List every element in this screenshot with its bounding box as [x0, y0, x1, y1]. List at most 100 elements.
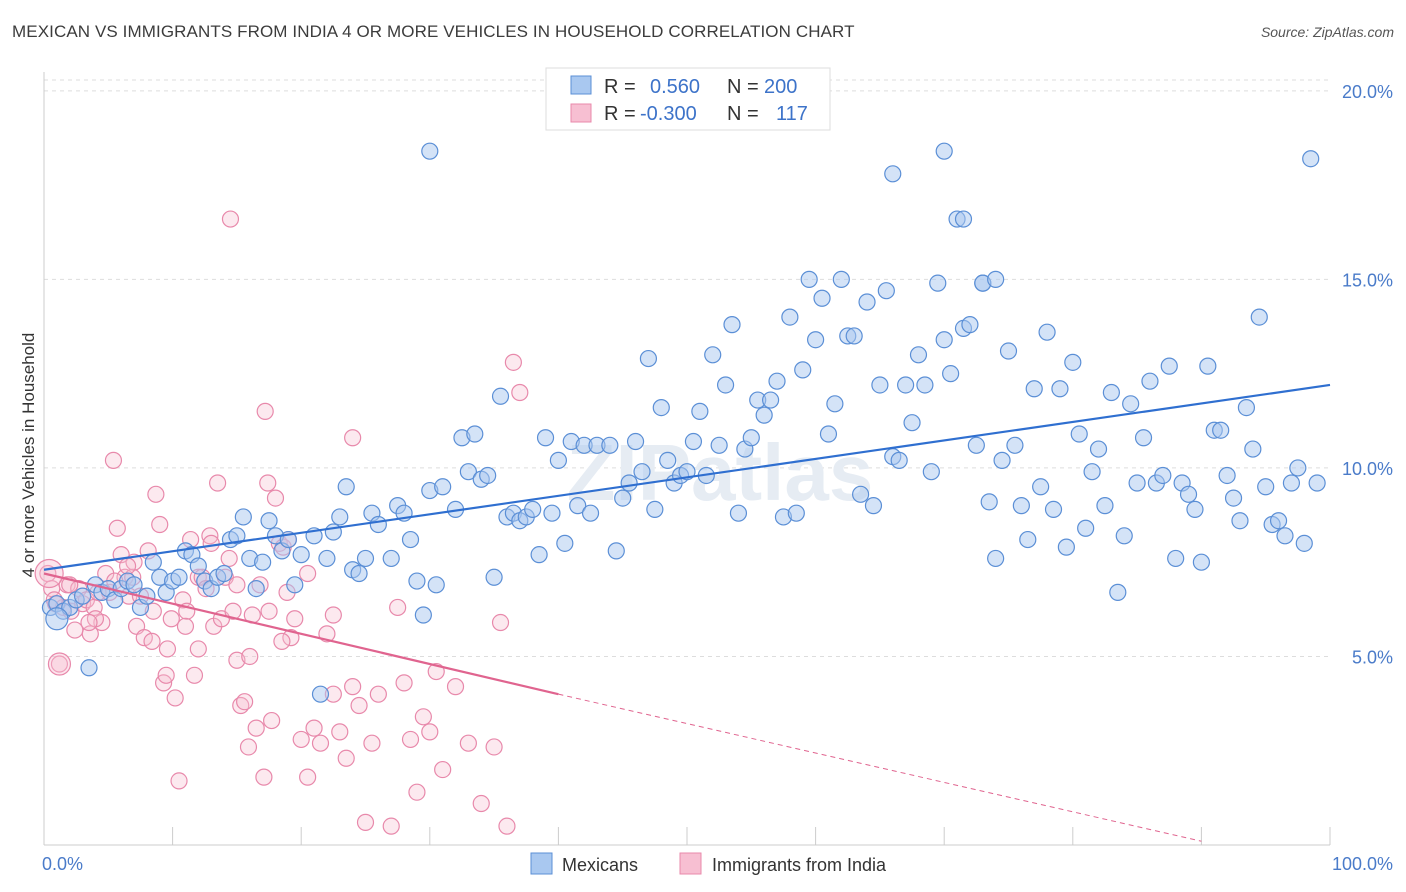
mexican-point: [787, 504, 805, 522]
mexican-point: [1006, 436, 1024, 454]
mexican-point: [897, 376, 915, 394]
mexican-point: [710, 436, 728, 454]
mexican-point: [935, 142, 953, 160]
mexican-point: [434, 478, 452, 496]
mexican-point: [1128, 474, 1146, 492]
mexican-point: [813, 289, 831, 307]
india-point: [446, 678, 465, 696]
mexican-point: [1218, 466, 1236, 485]
india-point: [286, 610, 304, 628]
bottom-legend: Mexicans Immigrants from India: [530, 852, 887, 875]
mexican-point: [704, 346, 722, 364]
legend: R = 0.560 N = 200 R = -0.300 N = 117: [545, 67, 831, 131]
mexican-point: [1154, 466, 1172, 485]
india-point: [50, 655, 69, 673]
india-point: [504, 353, 522, 371]
mexican-point: [1212, 421, 1230, 439]
india-point: [158, 640, 177, 658]
mexican-point: [1134, 429, 1153, 447]
mexican-point: [607, 542, 625, 560]
india-point: [459, 734, 477, 752]
mexican-point: [1025, 380, 1043, 398]
india-point: [47, 652, 72, 676]
india-point: [344, 429, 362, 447]
india-point: [256, 402, 274, 420]
mexican-point: [215, 564, 233, 583]
india-point: [260, 602, 278, 620]
mexican-point: [942, 365, 960, 383]
india-point: [511, 383, 529, 402]
india-point: [228, 651, 246, 669]
bottom-legend-india: Immigrants from India: [712, 855, 887, 875]
mexican-point: [852, 485, 870, 503]
india-point: [151, 515, 169, 534]
mexican-point: [1083, 463, 1101, 481]
india-point: [292, 730, 310, 749]
mexican-point: [459, 463, 477, 481]
mexican-point: [45, 607, 69, 631]
india-point: [174, 591, 192, 609]
mexicans-trend-line: [43, 383, 1331, 571]
mexican-point: [890, 451, 908, 469]
mexican-point: [1295, 534, 1313, 552]
mexican-point: [659, 451, 677, 469]
india-point: [363, 734, 381, 752]
india-point: [255, 768, 273, 786]
mexican-point: [1077, 519, 1095, 537]
india-point: [305, 719, 323, 737]
mexican-point: [1192, 553, 1211, 571]
india-point: [236, 693, 254, 711]
india-point: [299, 564, 317, 583]
mexican-point: [826, 395, 844, 413]
mexican-point: [1179, 485, 1198, 503]
india-point: [282, 629, 300, 647]
mexican-point: [999, 342, 1018, 360]
mexican-point: [1057, 538, 1075, 556]
mexican-point: [80, 659, 98, 677]
mexican-point: [794, 361, 812, 379]
mexican-point: [864, 497, 883, 515]
india-point: [228, 576, 246, 594]
mexican-point: [967, 436, 985, 454]
india-point: [166, 689, 184, 707]
mexican-point: [1160, 357, 1178, 375]
india-point: [401, 730, 420, 749]
mexican-point: [1109, 583, 1127, 601]
mexican-point: [337, 478, 355, 496]
mexican-point: [408, 572, 426, 590]
legend-n-value-2: 117: [776, 103, 808, 125]
mexican-point: [331, 508, 349, 526]
india-point: [66, 621, 84, 639]
mexican-point: [1012, 497, 1030, 515]
mexican-point: [536, 429, 555, 447]
mexican-point: [356, 549, 375, 568]
mexican-point: [1032, 478, 1050, 496]
mexican-point: [189, 557, 207, 575]
mexican-point: [1141, 372, 1159, 390]
y-tick-label: 10.0%: [1342, 459, 1393, 479]
legend-n-label-1: N =: [727, 76, 759, 98]
mexican-point: [633, 463, 651, 481]
mexican-point: [466, 425, 484, 443]
mexican-point: [819, 425, 838, 443]
tick-labels: 5.0% 10.0% 15.0% 20.0% 0.0% 100.0%: [42, 82, 1393, 874]
india-point: [421, 723, 439, 741]
india-point: [324, 606, 342, 624]
india-point: [498, 817, 516, 835]
bottom-legend-swatch-mexicans: [530, 852, 553, 875]
y-axis-label: 4 or more Vehicles in Household: [19, 333, 38, 578]
mexican-points: [41, 142, 1326, 703]
india-point: [259, 474, 277, 492]
mexican-point: [903, 414, 921, 432]
mexican-point: [1064, 353, 1082, 371]
legend-n-value-1: 200: [764, 76, 797, 98]
india-point: [34, 558, 64, 589]
mexican-point: [1102, 383, 1120, 402]
trend-lines: [43, 383, 1331, 842]
india-point: [209, 474, 227, 492]
mexican-point: [1282, 474, 1301, 492]
india-point: [189, 640, 207, 658]
mexican-point: [626, 432, 645, 451]
mexican-point: [684, 432, 703, 451]
